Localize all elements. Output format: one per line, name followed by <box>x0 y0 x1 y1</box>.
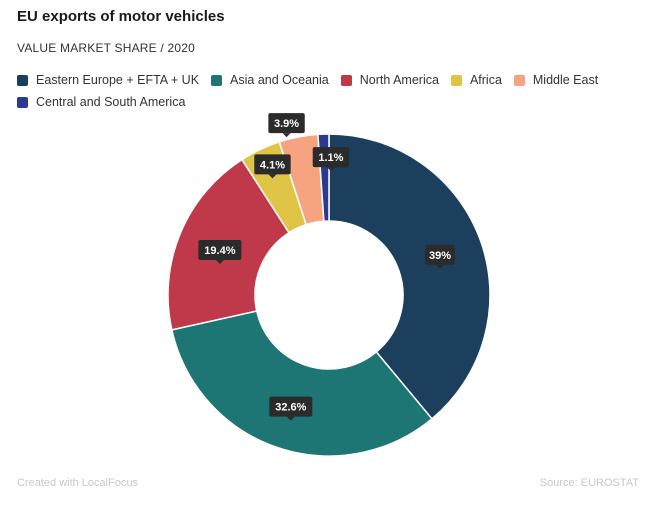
data-label-text: 19.4% <box>204 245 235 257</box>
data-label-4: 3.9% <box>268 113 305 138</box>
data-label-text: 1.1% <box>318 152 343 164</box>
chart-subtitle: VALUE MARKET SHARE / 2020 <box>17 41 195 55</box>
legend-label: Africa <box>469 73 502 87</box>
data-label-box <box>268 113 305 134</box>
data-label-box <box>269 396 313 417</box>
data-label-text: 39% <box>429 250 451 262</box>
data-label-3: 4.1% <box>254 154 291 179</box>
legend-swatch <box>513 74 525 86</box>
legend-label: Asia and Oceania <box>230 73 329 87</box>
data-label-pointer <box>282 133 291 138</box>
legend-swatch <box>450 74 462 86</box>
legend-swatch <box>340 74 352 86</box>
data-label-0: 39% <box>425 244 455 269</box>
legend-item-central-south-america[interactable]: Central and South America <box>17 94 185 110</box>
legend-label: Eastern Europe + EFTA + UK <box>36 73 200 87</box>
footer-credit: Created with LocalFocus <box>17 477 139 489</box>
legend-item-eastern-europe[interactable]: Eastern Europe + EFTA + UK <box>17 72 199 88</box>
legend-item-asia-oceania[interactable]: Asia and Oceania <box>211 72 329 88</box>
legend-item-africa[interactable]: Africa <box>450 72 502 88</box>
data-label-pointer <box>326 167 335 172</box>
data-label-text: 32.6% <box>275 402 306 414</box>
legend: Eastern Europe + EFTA + UK Asia and Ocea… <box>17 72 637 110</box>
data-label-text: 3.9% <box>274 118 299 130</box>
data-label-box <box>312 147 350 168</box>
legend-swatch <box>17 74 28 86</box>
data-label-box <box>425 244 455 265</box>
data-label-pointer <box>286 416 295 421</box>
donut-slice-1[interactable] <box>170 310 433 457</box>
data-label-pointer <box>215 260 224 265</box>
legend-item-middle-east[interactable]: Middle East <box>513 72 599 88</box>
chart-title: EU exports of motor vehicles <box>17 8 225 25</box>
data-label-pointer <box>435 264 444 269</box>
footer-source: Source: EUROSTAT <box>539 477 639 489</box>
data-label-pointer <box>268 174 277 179</box>
data-label-5: 1.1% <box>312 147 350 172</box>
legend-item-north-america[interactable]: North America <box>340 72 439 88</box>
legend-label: Central and South America <box>36 95 186 109</box>
data-label-box <box>254 154 291 175</box>
legend-label: Middle East <box>532 73 599 87</box>
data-label-2: 19.4% <box>198 240 242 265</box>
legend-label: North America <box>359 73 439 87</box>
data-label-box <box>198 240 242 261</box>
legend-swatch <box>17 96 28 108</box>
data-label-text: 4.1% <box>260 159 285 171</box>
donut-slice-0[interactable] <box>328 133 491 420</box>
data-label-1: 32.6% <box>269 396 313 421</box>
legend-swatch <box>211 74 223 86</box>
